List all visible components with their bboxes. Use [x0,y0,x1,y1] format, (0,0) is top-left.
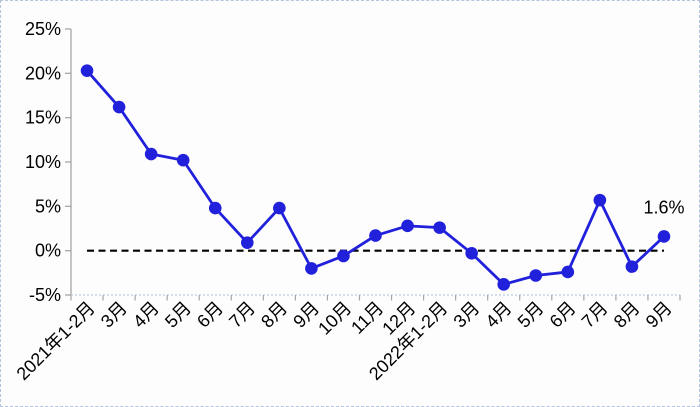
x-axis-category-label: 9月 [642,298,676,332]
data-point [401,219,414,233]
data-line [85,69,666,286]
x-axis-category-label: 3月 [450,298,484,332]
data-point [369,229,382,242]
data-point [112,100,126,114]
data-point [529,269,543,282]
data-point [657,230,671,243]
y-axis-tick-label: -5% [29,285,61,305]
x-axis-category-label: 5月 [161,298,195,332]
data-point [240,236,254,249]
data-point [273,201,286,215]
x-axis-category-label: 11月 [347,298,387,338]
x-axis-category-label: 4月 [482,298,516,332]
data-point [176,153,190,167]
data-point [305,262,318,275]
y-axis-tick-label: 0% [35,241,61,261]
x-axis-category-label: 3月 [97,298,131,332]
last-value-label: 1.6% [643,197,684,217]
x-axis-category-label: 8月 [257,298,291,332]
data-point [593,193,607,207]
data-point [80,64,94,77]
data-point [144,147,158,161]
y-axis-tick-label: 15% [25,108,61,128]
x-axis-category-label: 2021年1-2月 [13,298,99,384]
y-axis-tick-label: 20% [25,63,61,83]
data-point [625,260,639,273]
x-axis-category-label: 7月 [225,298,259,332]
x-axis-category-label: 6月 [546,298,580,332]
data-point [337,249,350,263]
y-axis-tick-label: 10% [25,152,61,172]
data-point [497,278,511,291]
y-axis-tick-label: 25% [25,19,61,39]
x-axis-category-label: 8月 [610,298,644,332]
data-point [433,221,446,234]
data-point [561,265,575,279]
y-axis-tick-label: 5% [35,196,61,216]
x-axis-category-label: 4月 [129,298,163,332]
x-axis-category-label: 7月 [578,298,612,332]
x-axis-category-label: 6月 [193,298,227,332]
x-axis-category-label: 10月 [314,298,355,339]
data-point [208,201,222,215]
x-axis-category-label: 5月 [514,298,548,332]
data-point [465,247,478,260]
